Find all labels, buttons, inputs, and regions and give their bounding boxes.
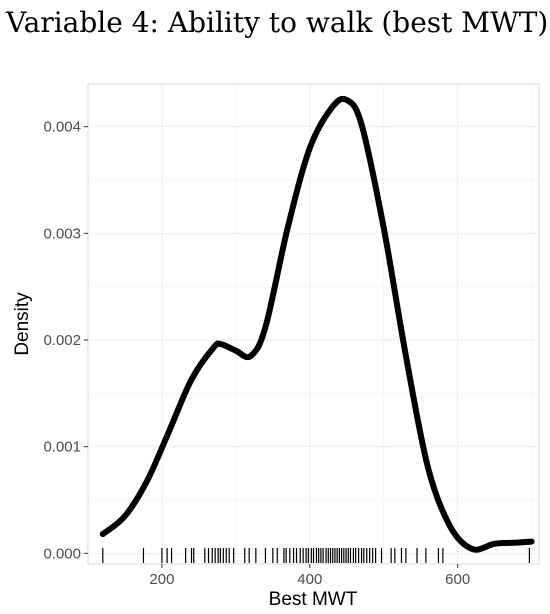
y-tick-label: 0.002 [43,332,81,349]
x-axis: 200 400 600 [149,564,470,588]
series-layer [99,95,535,553]
y-tick-label: 0.004 [43,119,81,136]
y-axis-label: Density [12,292,33,356]
density-line-0 [99,95,535,553]
y-tick-label: 0.001 [43,439,81,456]
x-tick-label: 400 [297,571,322,588]
plot-background [87,83,540,565]
chart-title: Variable 4: Ability to walk (best MWT) [6,6,549,39]
rug-marks [102,548,530,563]
minor-gridlines [88,84,539,564]
y-tick-label: 0.000 [43,545,81,562]
x-tick-label: 200 [149,571,174,588]
x-tick-label: 600 [445,571,470,588]
y-tick-label: 0.003 [43,225,81,242]
x-axis-label: Best MWT [269,589,358,610]
y-axis: 0.000 0.001 0.002 0.003 0.004 [43,119,88,562]
